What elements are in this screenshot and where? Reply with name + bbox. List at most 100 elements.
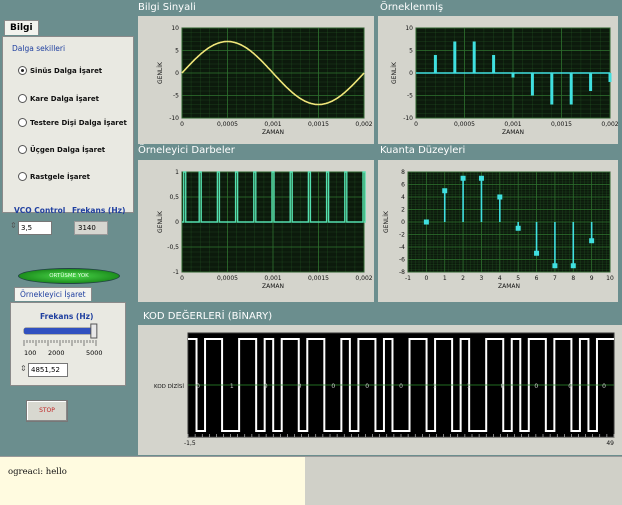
tab-sampler[interactable]: Örnekleyici İşaret	[14, 287, 92, 301]
chart-kod: 0 1 0 0 0 0 0 1 1 0 0 0 0 KOD DİZİSİ -1,5 49	[138, 325, 622, 455]
darbe-x-tick-label: 0,0005	[217, 275, 238, 282]
kod-x-tick-label: -1,5	[184, 440, 196, 447]
bilgi-y-tick-label: -10	[169, 115, 179, 122]
sampled-bar	[472, 41, 476, 73]
chart-title-darbe: Örneleyici Darbeler	[138, 145, 235, 156]
message-box[interactable]: ogreaci: hello	[0, 456, 305, 505]
chart-darbe: 0 0,0005 0,001 0,0015 0,002 1 0,5 0 -0,5 -1 ZAMAN G…	[138, 160, 374, 302]
radio-dot-icon[interactable]	[18, 172, 27, 181]
sampled-bar	[453, 41, 457, 73]
quant-point	[423, 219, 429, 225]
overlap-led-label: ORTÜSME YOK	[49, 273, 89, 279]
sampled-bar	[589, 73, 593, 91]
tab-bilgi[interactable]: Bilgi	[4, 20, 39, 35]
kuanta-x-tick-label: 10	[606, 275, 614, 282]
radio-random-label: Rastgele İşaret	[30, 172, 91, 181]
bilgi-x-tick-label: 0,0005	[217, 121, 238, 128]
quant-point	[442, 188, 448, 194]
frequency-slider[interactable]	[20, 322, 106, 350]
ornek-x-axis-label: ZAMAN	[502, 129, 524, 136]
kod-digit-label: 0	[298, 383, 302, 390]
sampler-frequency-label: Frekans (Hz)	[40, 312, 94, 321]
radio-sine[interactable]: Sinüs Dalga İşaret	[18, 66, 102, 75]
chart-title-kuanta: Kuanta Düzeyleri	[380, 145, 466, 156]
vco-control-input[interactable]: 3,5	[18, 221, 52, 235]
chart-bilgi: 0 0,0005 0,001 0,0015 0,002 10 5 0 -5 -10 ZAMAN GEN…	[138, 16, 374, 144]
radio-random[interactable]: Rastgele İşaret	[18, 172, 90, 181]
kuanta-x-tick-label: 3	[480, 275, 484, 282]
kuanta-x-tick-label: 6	[535, 275, 539, 282]
bilgi-x-tick-label: 0	[180, 121, 184, 128]
stepper-arrows-icon[interactable]: ⇕	[20, 364, 27, 373]
sine-wave-line	[181, 40, 365, 106]
darbe-x-axis-label: ZAMAN	[262, 283, 284, 290]
sampled-bar	[550, 73, 554, 105]
ornek-y-tick-label: 0	[409, 70, 413, 77]
frequency-label: Frekans (Hz)	[72, 206, 126, 215]
kod-digit-label: 1	[433, 383, 437, 390]
darbe-x-tick-label: 0,0015	[308, 275, 329, 282]
darbe-x-tick-label: 0	[180, 275, 184, 282]
radio-sawtooth[interactable]: Testere Dişi Dalga İşaret	[18, 118, 127, 127]
bilgi-x-tick-label: 0,002	[355, 121, 372, 128]
sampled-bar	[492, 55, 496, 73]
slider-fill	[24, 328, 94, 334]
kuanta-y-tick-label: 2	[401, 207, 405, 214]
kuanta-y-tick-label: -2	[399, 232, 405, 239]
kuanta-x-tick-label: 2	[461, 275, 465, 282]
ornek-y-tick-label: -5	[407, 93, 413, 100]
bilgi-x-tick-label: 0,0015	[308, 121, 329, 128]
binary-code-line	[188, 338, 614, 432]
stop-button[interactable]: STOP	[26, 400, 68, 422]
ornek-y-tick-label: 5	[409, 48, 413, 55]
chart-darbe-svg: 0 0,0005 0,001 0,0015 0,002 1 0,5 0 -0,5 -1 ZAMAN G…	[157, 169, 373, 290]
ornek-y-tick-label: -10	[403, 115, 413, 122]
radio-triangle[interactable]: Üçgen Dalga İşaret	[18, 145, 105, 154]
slider-scale	[23, 340, 97, 346]
quant-point	[552, 263, 558, 269]
kuanta-x-tick-label: 0	[424, 275, 428, 282]
waveform-group-label: Dalga sekilleri	[12, 44, 66, 53]
radio-dot-icon[interactable]	[18, 145, 27, 154]
kuanta-x-tick-label: 1	[443, 275, 447, 282]
sampled-bar	[433, 55, 437, 73]
stepper-arrows-icon[interactable]: ⇕	[10, 221, 17, 230]
kuanta-y-tick-label: 0	[401, 219, 405, 226]
radio-dot-icon[interactable]	[18, 94, 27, 103]
chart-kuanta: -1 0 1 2 3 4 5 6 7 8 9 10 8 6 4 2 0 -2 -4 -6 -8 ZAMAN GENLİK	[378, 160, 618, 302]
frequency-indicator: 3140	[74, 221, 108, 235]
quant-point	[497, 194, 503, 200]
slider-scale-mid: 2000	[48, 349, 65, 357]
slider-scale-max: 5000	[86, 349, 103, 357]
quant-point	[478, 175, 484, 181]
kod-digit-label: 0	[568, 383, 572, 390]
chart-kuanta-svg: -1 0 1 2 3 4 5 6 7 8 9 10 8 6 4 2 0 -2 -4 -6 -8 ZAMAN GENLİK	[383, 169, 614, 290]
darbe-x-tick-label: 0,002	[355, 275, 372, 282]
darbe-y-tick-label: 0	[175, 219, 179, 226]
darbe-y-tick-label: 0,5	[169, 194, 179, 201]
kod-digit-label: 1	[467, 383, 471, 390]
kod-digit-label: 0	[331, 383, 335, 390]
kod-x-tick-label: 49	[606, 440, 614, 447]
radio-dot-icon[interactable]	[18, 118, 27, 127]
radio-triangle-label: Üçgen Dalga İşaret	[30, 145, 106, 154]
kod-digit-label: 0	[602, 383, 606, 390]
sampler-frequency-input[interactable]: 4851,52	[28, 363, 68, 377]
darbe-y-axis-label: GENLİK	[157, 210, 164, 233]
vco-control-label: VCO Control	[14, 206, 66, 215]
darbe-y-tick-label: -0,5	[167, 244, 179, 251]
kuanta-x-tick-label: 7	[553, 275, 557, 282]
radio-square-label: Kare Dalga İşaret	[30, 94, 99, 103]
radio-square[interactable]: Kare Dalga İşaret	[18, 94, 99, 103]
kuanta-y-tick-label: -6	[399, 257, 405, 264]
chart-ornek-svg: 0 0,0005 0,001 0,0015 0,002 10 5 0 -5 -10 ZAMAN GEN…	[391, 25, 618, 136]
slider-thumb[interactable]	[90, 323, 98, 339]
message-text: ogreaci: hello	[8, 467, 67, 477]
bilgi-x-axis-label: ZAMAN	[262, 129, 284, 136]
darbe-y-tick-label: 1	[175, 169, 179, 176]
radio-dot-icon[interactable]	[18, 66, 27, 75]
pulse-train-line	[182, 171, 366, 223]
darbe-x-tick-label: 0,001	[264, 275, 281, 282]
darbe-y-tick-label: -1	[173, 269, 179, 276]
kuanta-x-tick-label: 5	[516, 275, 520, 282]
